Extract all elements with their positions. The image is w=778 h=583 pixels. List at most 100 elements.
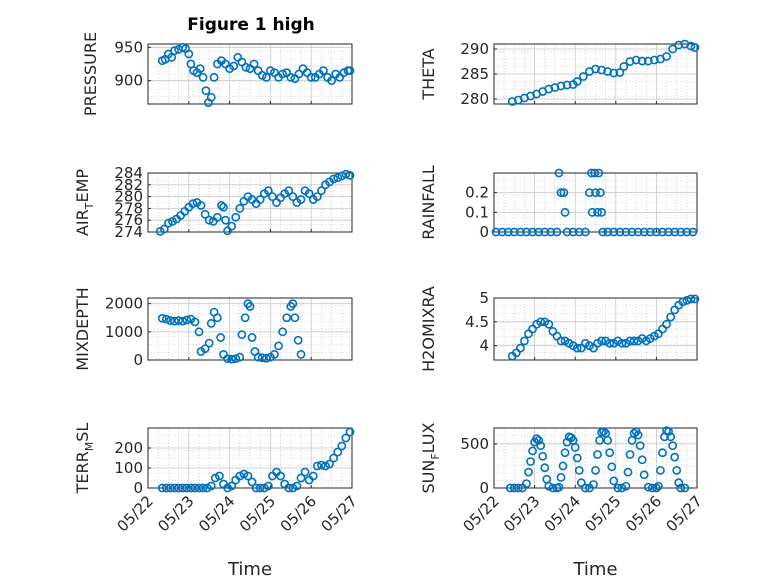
data-point <box>345 66 355 76</box>
data-point <box>633 430 643 440</box>
subplot-terr-msl: 0 100 200 TERRMSL 05/2205/2305/2405/2505/260… <box>73 423 361 580</box>
data-point <box>319 66 328 76</box>
y-tick-label: 274 <box>114 223 143 241</box>
data-point <box>231 354 241 363</box>
data-point <box>212 212 222 222</box>
data-point <box>528 446 537 456</box>
data-point <box>544 319 554 329</box>
data-point <box>690 294 700 304</box>
data-point <box>206 318 216 328</box>
x-tick-label: 05/24 <box>541 492 584 535</box>
data-point <box>243 471 253 481</box>
data-point <box>562 227 572 237</box>
data-point <box>603 67 613 76</box>
data-point <box>231 212 241 222</box>
data-point <box>613 483 623 493</box>
x-tick-label: 05/23 <box>154 492 197 535</box>
data-point <box>554 482 564 492</box>
data-point <box>552 227 562 237</box>
data-point <box>654 481 663 491</box>
data-point <box>670 452 680 462</box>
data-point <box>505 483 515 493</box>
y-tick-label: 285 <box>460 65 489 83</box>
data-point <box>686 294 696 304</box>
data-point <box>333 173 343 183</box>
data-point <box>643 482 653 492</box>
data-point <box>560 448 570 458</box>
y-tick-label: 1000 <box>105 323 143 341</box>
data-point <box>255 195 265 204</box>
data-point <box>247 477 257 487</box>
data-point <box>556 81 566 91</box>
data-point <box>625 57 635 66</box>
data-point <box>595 435 604 445</box>
data-point <box>288 192 298 201</box>
data-point <box>682 295 692 305</box>
data-point <box>217 201 226 210</box>
data-point <box>597 207 606 217</box>
y-tick-label: 0 <box>479 479 489 497</box>
data-point <box>625 336 635 346</box>
data-point <box>341 433 351 443</box>
data-point <box>550 83 560 92</box>
data-point <box>316 186 326 196</box>
data-point <box>182 483 192 493</box>
x-tick-label: 05/27 <box>318 492 361 535</box>
data-point <box>263 481 273 491</box>
data-point <box>532 434 542 443</box>
data-point <box>261 353 271 363</box>
data-point <box>570 443 580 452</box>
data-point <box>668 441 678 451</box>
data-point <box>605 338 615 348</box>
data-point <box>157 313 167 323</box>
data-point <box>621 227 631 237</box>
data-point <box>174 316 183 325</box>
data-point <box>161 483 171 493</box>
data-point <box>629 428 639 438</box>
data-point <box>639 470 649 480</box>
data-point <box>329 174 339 184</box>
data-point <box>296 473 306 483</box>
data-point <box>249 59 259 69</box>
data-point <box>503 227 513 237</box>
data-point <box>605 448 615 458</box>
data-point <box>216 333 226 342</box>
x-tick-label: 05/26 <box>277 492 320 535</box>
data-point <box>609 227 619 237</box>
data-point <box>255 483 265 493</box>
data-point <box>300 467 310 477</box>
data-point <box>247 333 257 342</box>
data-point <box>312 192 322 201</box>
data-point <box>645 227 655 237</box>
data-point <box>609 68 619 78</box>
axes-box <box>147 427 353 489</box>
data-point <box>556 336 566 346</box>
data-point <box>623 467 633 477</box>
data-point <box>304 189 314 199</box>
data-point <box>635 441 645 451</box>
data-point <box>306 72 316 82</box>
data-point <box>515 227 525 237</box>
data-point <box>574 227 584 237</box>
data-point <box>261 72 271 82</box>
data-point <box>345 427 355 437</box>
axes-box <box>147 172 353 233</box>
data-point <box>643 56 653 66</box>
data-point <box>621 481 631 491</box>
data-point <box>194 327 204 337</box>
data-point <box>540 463 550 473</box>
data-point <box>540 227 550 237</box>
data-point <box>316 460 326 470</box>
data-point <box>562 80 572 90</box>
data-point <box>585 188 594 198</box>
data-point <box>534 435 544 445</box>
data-point <box>296 195 306 204</box>
y-tick-label: 290 <box>460 40 489 58</box>
data-point <box>284 186 294 196</box>
data-point <box>282 313 292 323</box>
data-point <box>560 207 570 217</box>
data-point <box>513 483 523 493</box>
x-tick-label: 05/22 <box>114 492 157 535</box>
data-point <box>198 483 208 493</box>
data-point <box>166 483 175 493</box>
